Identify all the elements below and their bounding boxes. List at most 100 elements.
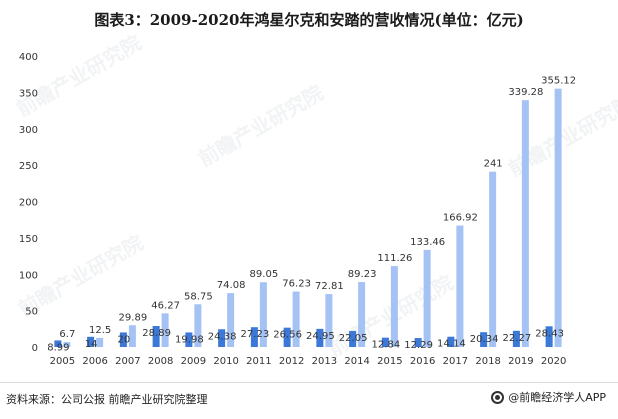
x-tick-label: 2013	[312, 356, 337, 367]
bar-series-2	[521, 100, 529, 347]
data-label-series-1: 26.56	[273, 330, 302, 341]
data-label-series-2: 89.23	[348, 269, 377, 280]
bar-series-1	[119, 332, 127, 347]
y-tick-label: 100	[19, 270, 38, 281]
bar-series-2	[554, 88, 562, 347]
data-label-series-1: 19.98	[175, 334, 204, 345]
y-tick-label: 200	[19, 198, 38, 209]
brand-label: @前瞻经济学人APP	[508, 391, 606, 404]
data-label-series-2: 89.05	[250, 269, 279, 280]
bar-series-1	[512, 330, 520, 347]
bar-series-2	[161, 313, 169, 347]
data-label-series-2: 355.12	[541, 76, 576, 87]
chart-title: 图表3：2009-2020年鸿星尔克和安踏的营收情况(单位：亿元)	[94, 11, 524, 29]
bar-series-2	[96, 337, 104, 347]
bar-series-1	[480, 332, 488, 347]
data-label-series-1: 14.14	[437, 339, 466, 350]
bar-series-1	[447, 336, 455, 347]
x-tick-label: 2006	[82, 356, 107, 367]
bar-series-1	[185, 332, 193, 347]
x-tick-label: 2007	[115, 356, 140, 367]
y-tick-label: 400	[19, 52, 38, 63]
bar-series-2	[259, 282, 267, 347]
bar-series-2	[390, 266, 398, 347]
data-label-series-1: 28.43	[535, 328, 564, 339]
data-label-series-2: 46.27	[151, 300, 180, 311]
data-label-series-1: 28.89	[142, 328, 171, 339]
x-tick-label: 2019	[508, 356, 533, 367]
bar-series-2	[358, 282, 366, 347]
x-tick-label: 2012	[279, 356, 304, 367]
x-tick-label: 2020	[541, 356, 566, 367]
bar-series-1	[54, 340, 62, 347]
footer-divider	[0, 382, 618, 383]
data-label-group: 8.99 6.7 14 12.5 20 29.89 28.89 46.27 19.98 58.75…	[47, 76, 576, 354]
brand-credit: @前瞻经济学人APP	[491, 389, 606, 405]
data-label-series-2: 74.08	[217, 280, 246, 291]
x-axis: 2005 2006 2007 2008 2009 2010 2011 2012 2013 2014…	[50, 356, 567, 367]
y-tick-label: 50	[25, 307, 38, 318]
x-tick-label: 2017	[443, 356, 468, 367]
data-label-series-2: 72.81	[315, 281, 344, 292]
data-label-series-1: 22.05	[339, 333, 368, 344]
bar-series-group	[54, 88, 562, 347]
bar-series-2	[128, 325, 136, 347]
x-tick-label: 2018	[475, 356, 500, 367]
bar-series-2	[227, 293, 235, 347]
source-note: 资料来源：公司公报 前瞻产业研究院整理	[6, 393, 208, 406]
y-tick-label: 150	[19, 234, 38, 245]
y-tick-label: 300	[19, 125, 38, 136]
data-label-series-1: 12.29	[404, 340, 433, 351]
bar-series-1	[316, 328, 324, 347]
bar-series-2	[63, 342, 71, 347]
bar-series-1	[414, 338, 422, 347]
bar-series-2	[325, 294, 333, 347]
bar-series-1	[218, 329, 226, 347]
x-tick-label: 2005	[50, 356, 75, 367]
bar-series-1	[152, 325, 160, 347]
data-label-series-1: 24.95	[306, 331, 335, 342]
y-tick-label: 250	[19, 161, 38, 172]
data-label-series-1: 14	[85, 339, 98, 350]
bar-series-2	[194, 304, 202, 347]
data-label-series-2: 166.92	[443, 213, 478, 224]
data-label-series-1: 8.99	[47, 342, 69, 353]
data-label-series-2: 12.5	[89, 325, 111, 336]
data-label-series-2: 76.23	[282, 279, 311, 290]
bar-series-1	[250, 327, 258, 347]
data-label-series-2: 58.75	[184, 291, 213, 302]
data-label-series-2: 241	[484, 159, 503, 170]
x-tick-label: 2014	[344, 356, 369, 367]
bar-series-1	[545, 326, 553, 347]
data-label-series-1: 24.38	[208, 331, 237, 342]
data-label-series-1: 20	[118, 334, 131, 345]
data-label-series-2: 29.89	[119, 312, 148, 323]
data-label-series-1: 20.34	[470, 334, 499, 345]
x-tick-label: 2008	[148, 356, 173, 367]
bar-series-2	[489, 171, 497, 347]
data-label-series-1: 22.27	[503, 333, 532, 344]
bar-series-2	[292, 291, 300, 347]
x-tick-label: 2011	[246, 356, 271, 367]
bar-series-2	[456, 225, 464, 347]
revenue-bar-chart: 0 50 100 150 200 250 300 350 400 8.99 6.7 14 12.5 20…	[19, 52, 576, 367]
x-tick-label: 2016	[410, 356, 435, 367]
x-tick-label: 2010	[213, 356, 238, 367]
data-label-series-2: 133.46	[410, 237, 445, 248]
data-label-series-2: 339.28	[508, 87, 543, 98]
data-label-series-2: 111.26	[377, 253, 412, 264]
y-tick-label: 350	[19, 88, 38, 99]
bar-series-2	[423, 249, 431, 347]
data-label-series-2: 6.7	[59, 329, 75, 340]
x-tick-label: 2015	[377, 356, 402, 367]
bar-series-1	[283, 327, 291, 347]
x-tick-label: 2009	[181, 356, 206, 367]
brand-logo-icon	[491, 390, 505, 404]
bar-series-1	[381, 337, 389, 347]
bar-series-1	[349, 330, 357, 347]
y-tick-label: 0	[32, 343, 38, 354]
data-label-series-1: 27.23	[241, 329, 270, 340]
y-axis: 0 50 100 150 200 250 300 350 400	[19, 52, 38, 354]
data-label-series-1: 12.84	[372, 340, 401, 351]
bar-series-1	[87, 336, 95, 347]
